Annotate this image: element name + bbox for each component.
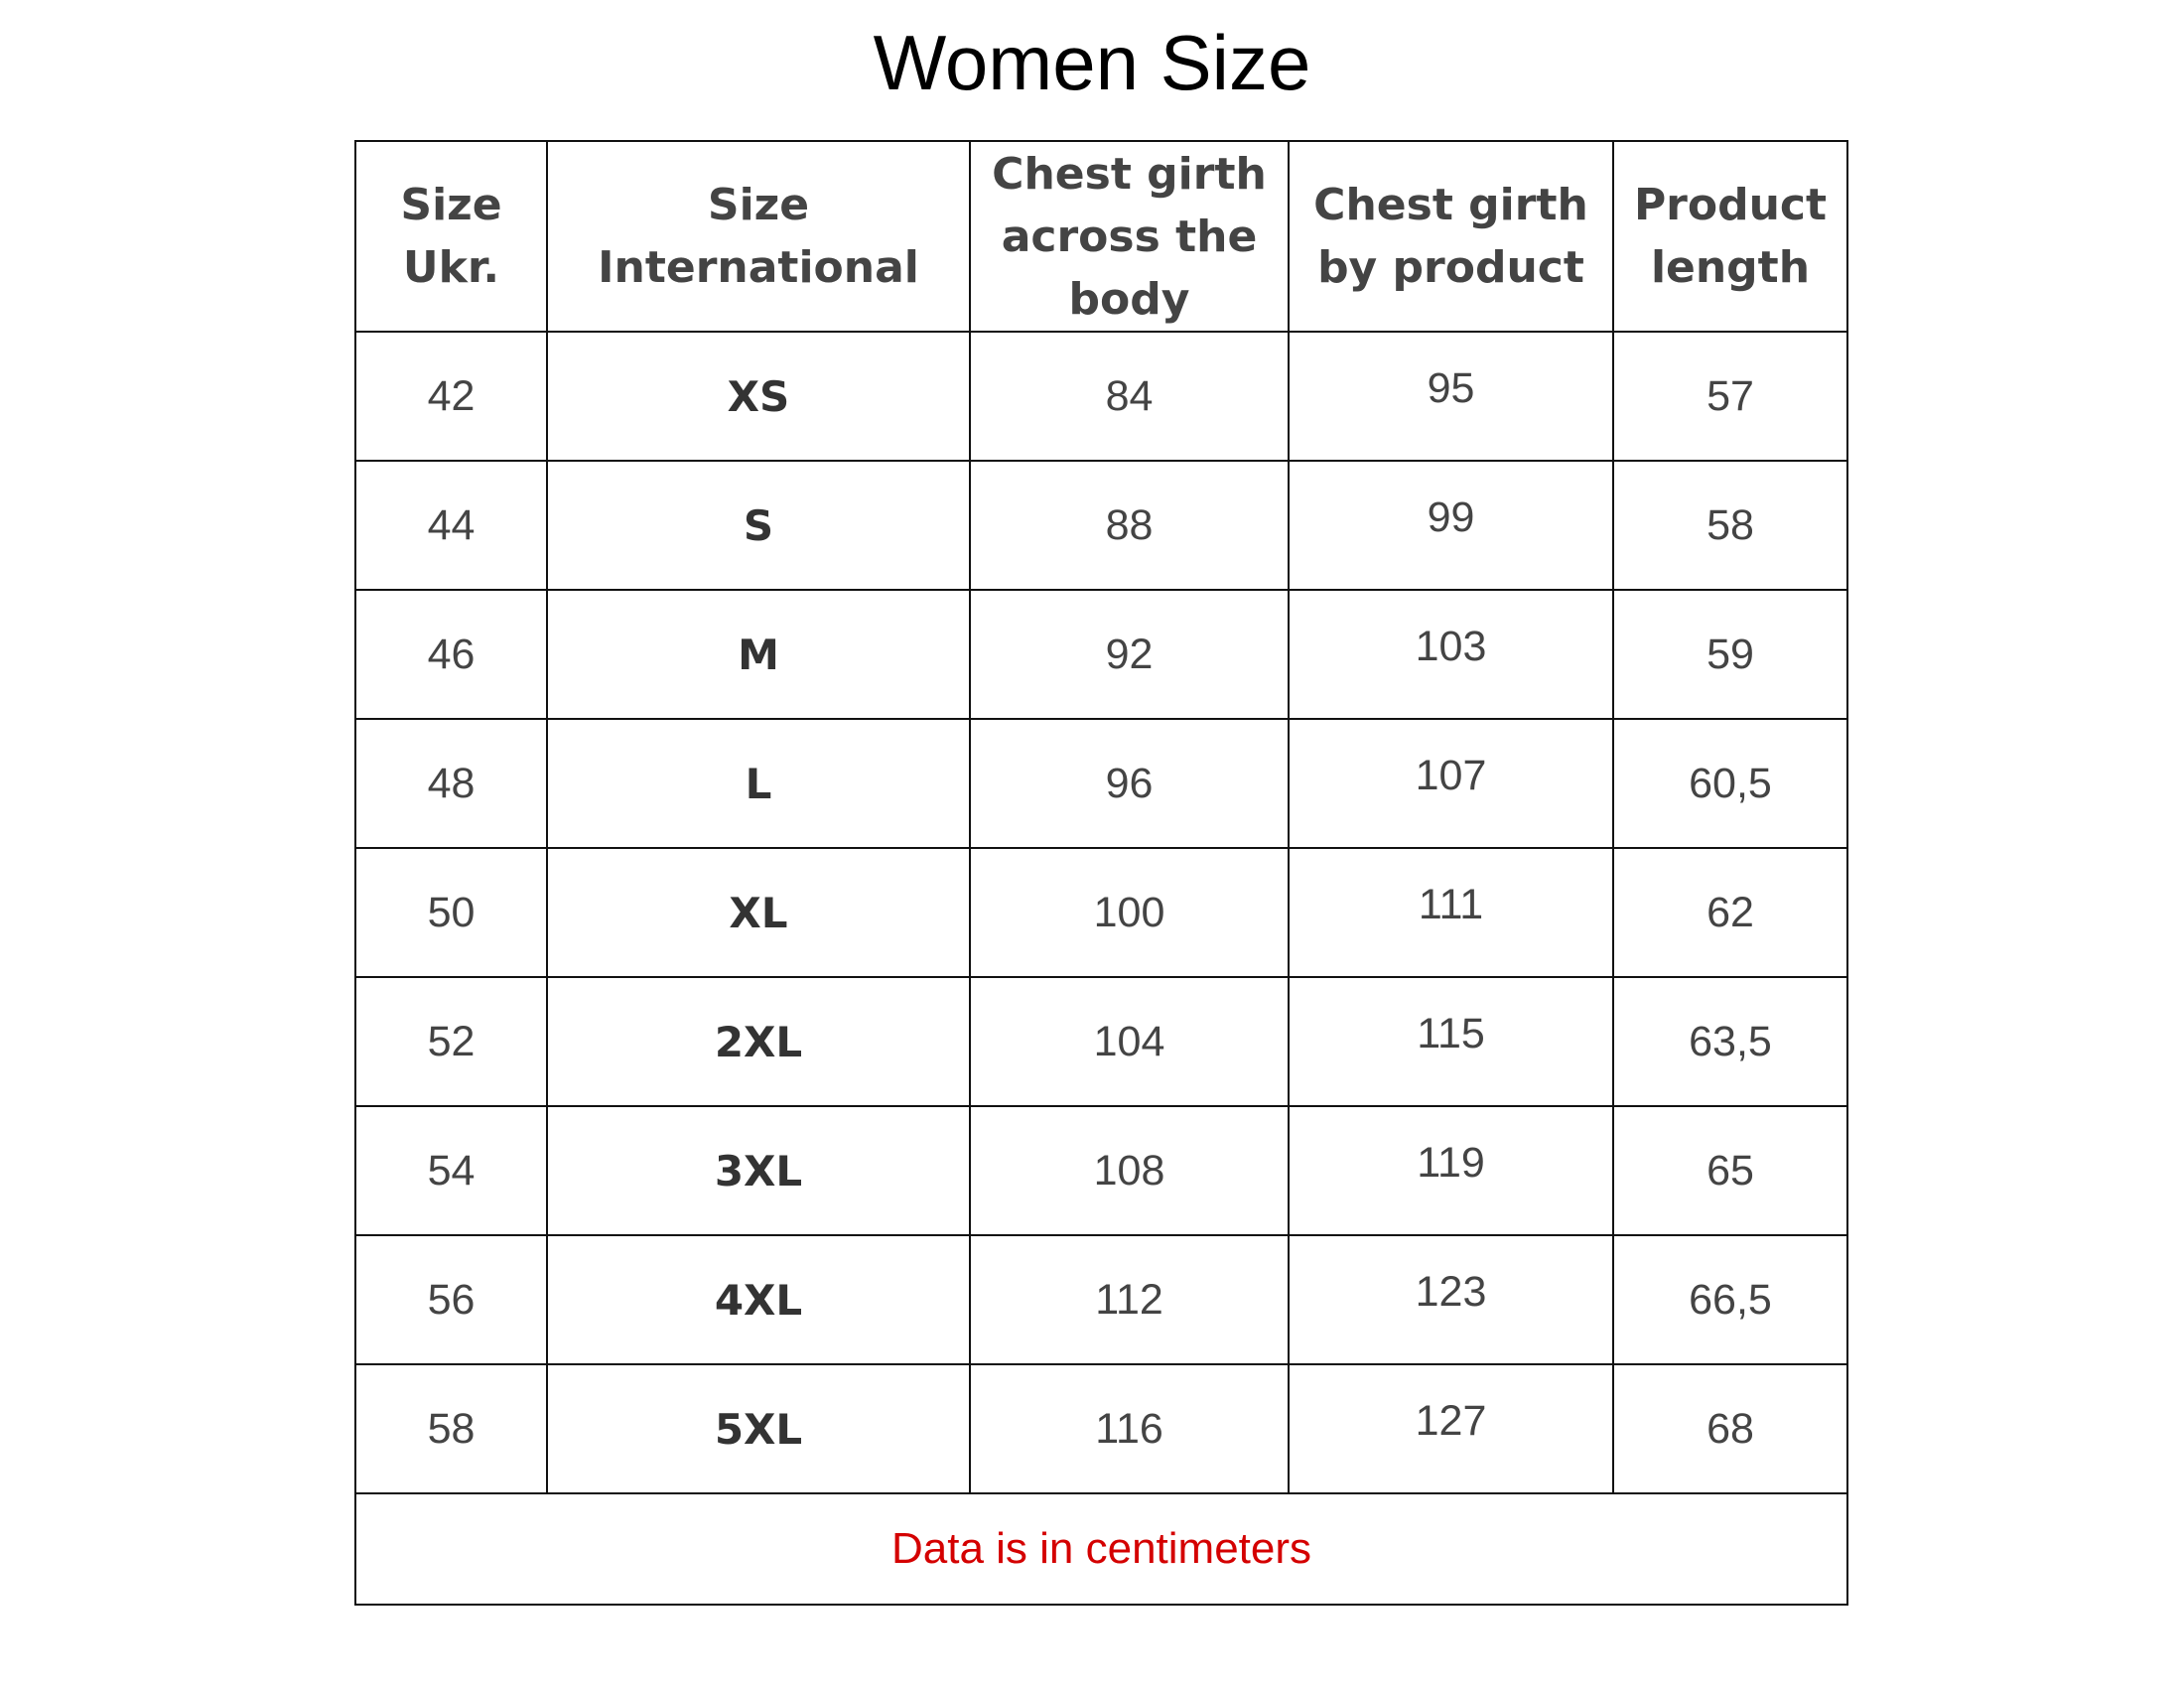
table-cell: 68 bbox=[1612, 1363, 1848, 1494]
table-cell: 107 bbox=[1288, 718, 1614, 849]
table-cell: 96 bbox=[969, 718, 1290, 849]
table-cell: 100 bbox=[969, 847, 1290, 978]
header-row: Size Ukr. Size International Chest girth a… bbox=[354, 140, 1848, 333]
table-row: 42 XS 84 95 57 bbox=[354, 331, 1848, 462]
table-cell: 95 bbox=[1288, 331, 1614, 462]
table-cell: 48 bbox=[354, 718, 548, 849]
table-cell: 88 bbox=[969, 460, 1290, 591]
table-cell: 57 bbox=[1612, 331, 1848, 462]
table-cell: M bbox=[546, 589, 971, 720]
size-table: Size Ukr. Size International Chest girth a… bbox=[354, 140, 1848, 1606]
column-header: Size Ukr. bbox=[354, 140, 548, 333]
table-row: 44 S 88 99 58 bbox=[354, 460, 1848, 591]
column-header: Size International bbox=[546, 140, 971, 333]
table-cell: 59 bbox=[1612, 589, 1848, 720]
table-cell: 58 bbox=[354, 1363, 548, 1494]
table-cell: XS bbox=[546, 331, 971, 462]
table-cell: 115 bbox=[1288, 976, 1614, 1107]
table-row: 48 L 96 107 60,5 bbox=[354, 718, 1848, 849]
table-cell: 2XL bbox=[546, 976, 971, 1107]
table-body: 42 XS 84 95 57 44 S 88 99 58 46 M 92 103 59 48 L 96 107 60,… bbox=[354, 331, 1848, 1494]
table-cell: 4XL bbox=[546, 1234, 971, 1365]
table-cell: 5XL bbox=[546, 1363, 971, 1494]
table-cell: 44 bbox=[354, 460, 548, 591]
note: Data is in centimeters bbox=[354, 1492, 1848, 1606]
table-cell: 54 bbox=[354, 1105, 548, 1236]
note-row: Data is in centimeters bbox=[354, 1492, 1848, 1606]
table-cell: 92 bbox=[969, 589, 1290, 720]
page-title: Women Size bbox=[873, 19, 1311, 106]
column-header: Chest girth across the body bbox=[969, 140, 1290, 333]
table-cell: 99 bbox=[1288, 460, 1614, 591]
table-cell: 62 bbox=[1612, 847, 1848, 978]
table-cell: 116 bbox=[969, 1363, 1290, 1494]
table-cell: 65 bbox=[1612, 1105, 1848, 1236]
table-cell: 52 bbox=[354, 976, 548, 1107]
column-header: Product length bbox=[1612, 140, 1848, 333]
table-cell: 60,5 bbox=[1612, 718, 1848, 849]
table-cell: 63,5 bbox=[1612, 976, 1848, 1107]
table-cell: 119 bbox=[1288, 1105, 1614, 1236]
table-cell: 84 bbox=[969, 331, 1290, 462]
table-cell: 58 bbox=[1612, 460, 1848, 591]
table-row: 54 3XL 108 119 65 bbox=[354, 1105, 1848, 1236]
table-row: 46 M 92 103 59 bbox=[354, 589, 1848, 720]
table-row: 58 5XL 116 127 68 bbox=[354, 1363, 1848, 1494]
table-cell: 56 bbox=[354, 1234, 548, 1365]
table-cell: 104 bbox=[969, 976, 1290, 1107]
table-cell: S bbox=[546, 460, 971, 591]
table-cell: 50 bbox=[354, 847, 548, 978]
table-cell: 46 bbox=[354, 589, 548, 720]
table-cell: 66,5 bbox=[1612, 1234, 1848, 1365]
table-cell: 111 bbox=[1288, 847, 1614, 978]
table-cell: L bbox=[546, 718, 971, 849]
table-row: 56 4XL 112 123 66,5 bbox=[354, 1234, 1848, 1365]
table-cell: 127 bbox=[1288, 1363, 1614, 1494]
table-cell: 103 bbox=[1288, 589, 1614, 720]
table-cell: 123 bbox=[1288, 1234, 1614, 1365]
table-cell: XL bbox=[546, 847, 971, 978]
table-cell: 42 bbox=[354, 331, 548, 462]
table-row: 52 2XL 104 115 63,5 bbox=[354, 976, 1848, 1107]
table-cell: 112 bbox=[969, 1234, 1290, 1365]
table-cell: 3XL bbox=[546, 1105, 971, 1236]
table-row: 50 XL 100 111 62 bbox=[354, 847, 1848, 978]
column-header: Chest girth by product bbox=[1288, 140, 1614, 333]
table-cell: 108 bbox=[969, 1105, 1290, 1236]
